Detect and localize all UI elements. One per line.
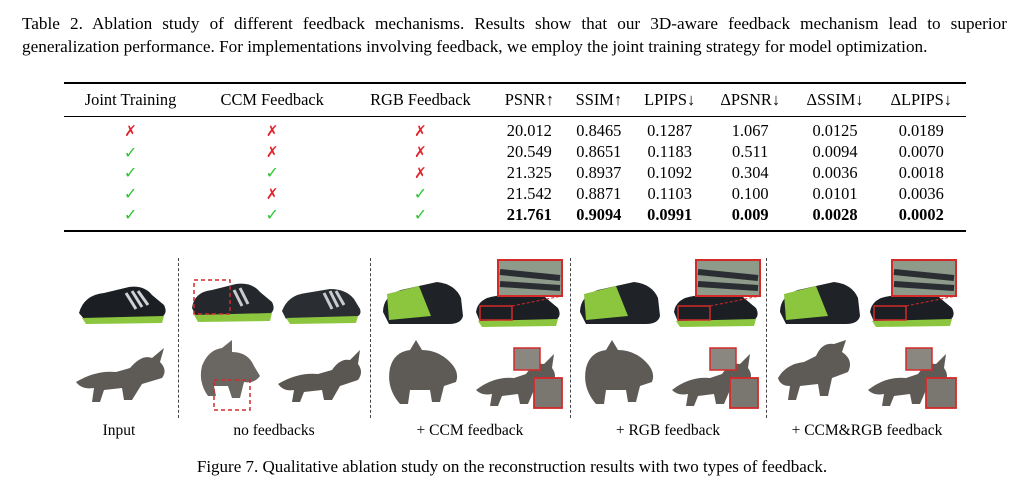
shoe-ccm-rgb-feedback-image-1 bbox=[780, 282, 860, 324]
table-cell: 0.0018 bbox=[898, 162, 944, 182]
table-cell: ✗ bbox=[414, 143, 427, 162]
table-cell: ✓ bbox=[123, 163, 138, 183]
dashed-separator bbox=[766, 258, 767, 418]
table-cell: 0.8937 bbox=[576, 162, 622, 182]
table-cell: 0.8871 bbox=[576, 183, 622, 203]
table-cell: 20.549 bbox=[506, 142, 552, 162]
table-cell: 0.1103 bbox=[647, 183, 692, 203]
table-cell: ✓ bbox=[265, 163, 279, 183]
table-cell: 0.8465 bbox=[576, 121, 622, 141]
table-cell: 20.012 bbox=[506, 121, 552, 141]
table-cell: 21.542 bbox=[506, 183, 552, 203]
dino-ccm-feedback-image-1 bbox=[389, 340, 458, 404]
label-input: Input bbox=[102, 422, 136, 439]
table-header-row: Joint Training CCM Feedback RGB Feedback… bbox=[64, 82, 966, 117]
table-cell: ✗ bbox=[265, 122, 279, 141]
table-cell: ✗ bbox=[265, 184, 279, 203]
table-cell: 0.0101 bbox=[812, 183, 858, 203]
table-cell: ✓ bbox=[413, 184, 428, 204]
table-cell: 0.0002 bbox=[876, 204, 966, 232]
shoe-input-image bbox=[79, 286, 166, 324]
table-cell: 0.0094 bbox=[812, 142, 858, 162]
table-cell: 0.0070 bbox=[898, 142, 944, 162]
table-cell: 0.0125 bbox=[812, 121, 858, 141]
table-cell: ✗ bbox=[414, 122, 427, 141]
figure-caption: Figure 7. Qualitative ablation study on … bbox=[196, 457, 828, 476]
table-cell: 1.067 bbox=[731, 121, 769, 141]
shoe-no-feedback-image-2 bbox=[282, 289, 361, 324]
table-cell: ✗ bbox=[265, 143, 279, 162]
table-cell: 0.100 bbox=[731, 183, 769, 203]
table-cell: 21.761 bbox=[493, 204, 566, 232]
header-lpips: LPIPS↓ bbox=[632, 82, 707, 117]
header-ssim: SSIM↑ bbox=[565, 82, 633, 117]
table-row: ✗ ✗ ✗ 20.012 0.8465 0.1287 1.067 0.0125 … bbox=[64, 117, 966, 142]
table-cell: 0.1287 bbox=[647, 121, 693, 141]
dashed-separator bbox=[570, 258, 571, 418]
table-cell: 0.009 bbox=[706, 204, 794, 232]
dino-no-feedback-image-2 bbox=[278, 350, 361, 402]
dino-ccm-rgb-feedback-image-2 bbox=[868, 347, 957, 409]
table-cell: 0.511 bbox=[732, 142, 769, 162]
table-cell: ✓ bbox=[64, 204, 198, 232]
table-cell: ✗ bbox=[124, 122, 137, 141]
table-cell: 21.325 bbox=[506, 162, 552, 182]
label-ccm-feedback: + CCM feedback bbox=[416, 422, 524, 439]
shoe-ccm-feedback-image-2 bbox=[476, 259, 563, 327]
label-ccm-rgb-feedback: + CCM&RGB feedback bbox=[791, 422, 943, 439]
dashed-separator bbox=[370, 258, 371, 418]
table-cell: 0.0028 bbox=[793, 204, 877, 232]
table-cell: 0.0189 bbox=[898, 121, 944, 141]
shoe-rgb-feedback-image-1 bbox=[580, 282, 660, 324]
header-delta-ssim: ΔSSIM↓ bbox=[793, 82, 877, 117]
header-rgb-feedback: RGB Feedback bbox=[347, 82, 494, 117]
dino-no-feedback-image-1 bbox=[200, 340, 260, 411]
table-cell: 0.8651 bbox=[576, 142, 622, 162]
qualitative-figure: Input no feedbacks + CCM feedback + RGB … bbox=[64, 258, 966, 442]
ablation-table: Joint Training CCM Feedback RGB Feedback… bbox=[64, 82, 966, 232]
shoe-ccm-feedback-image-1 bbox=[383, 282, 463, 324]
table-cell: 0.9094 bbox=[565, 204, 633, 232]
table-cell: 0.1092 bbox=[647, 162, 693, 182]
table-caption: Table 2. Ablation study of different fee… bbox=[22, 14, 1007, 56]
table-cell: ✓ bbox=[197, 204, 348, 232]
table-row: ✓ ✗ ✗ 20.549 0.8651 0.1183 0.511 0.0094 … bbox=[64, 142, 966, 163]
label-rgb-feedback: + RGB feedback bbox=[615, 422, 721, 439]
table-cell: ✓ bbox=[347, 204, 494, 232]
table-cell: 0.0036 bbox=[812, 162, 858, 182]
header-delta-lpips: ΔLPIPS↓ bbox=[876, 82, 966, 117]
dino-ccm-rgb-feedback-image-1 bbox=[778, 340, 850, 400]
table-cell: 0.1183 bbox=[647, 142, 692, 162]
header-delta-psnr: ΔPSNR↓ bbox=[706, 82, 794, 117]
table-cell: 0.0036 bbox=[898, 183, 944, 203]
table-cell: 0.0991 bbox=[632, 204, 707, 232]
shoe-rgb-feedback-image-2 bbox=[674, 259, 761, 327]
shoe-ccm-rgb-feedback-image-2 bbox=[870, 259, 957, 327]
dashed-separator bbox=[178, 258, 179, 418]
shoe-no-feedback-image-1 bbox=[192, 279, 274, 322]
dino-input-image bbox=[76, 348, 165, 402]
dino-ccm-feedback-image-2 bbox=[476, 347, 563, 409]
table-row: ✓ ✓ ✓ 21.761 0.9094 0.0991 0.009 0.0028 … bbox=[64, 204, 966, 232]
header-ccm-feedback: CCM Feedback bbox=[197, 82, 348, 117]
header-joint-training: Joint Training bbox=[64, 82, 198, 117]
table-cell: ✓ bbox=[123, 184, 138, 204]
table-cell: ✓ bbox=[123, 142, 138, 162]
table-cell: 0.304 bbox=[731, 162, 769, 182]
table-row: ✓ ✓ ✗ 21.325 0.8937 0.1092 0.304 0.0036 … bbox=[64, 163, 966, 184]
label-no-feedbacks: no feedbacks bbox=[233, 422, 315, 439]
dino-rgb-feedback-image-2 bbox=[672, 347, 759, 409]
table-row: ✓ ✗ ✓ 21.542 0.8871 0.1103 0.100 0.0101 … bbox=[64, 183, 966, 204]
dino-rgb-feedback-image-1 bbox=[585, 340, 654, 404]
header-psnr: PSNR↑ bbox=[493, 82, 566, 117]
table-cell: ✗ bbox=[414, 163, 427, 182]
